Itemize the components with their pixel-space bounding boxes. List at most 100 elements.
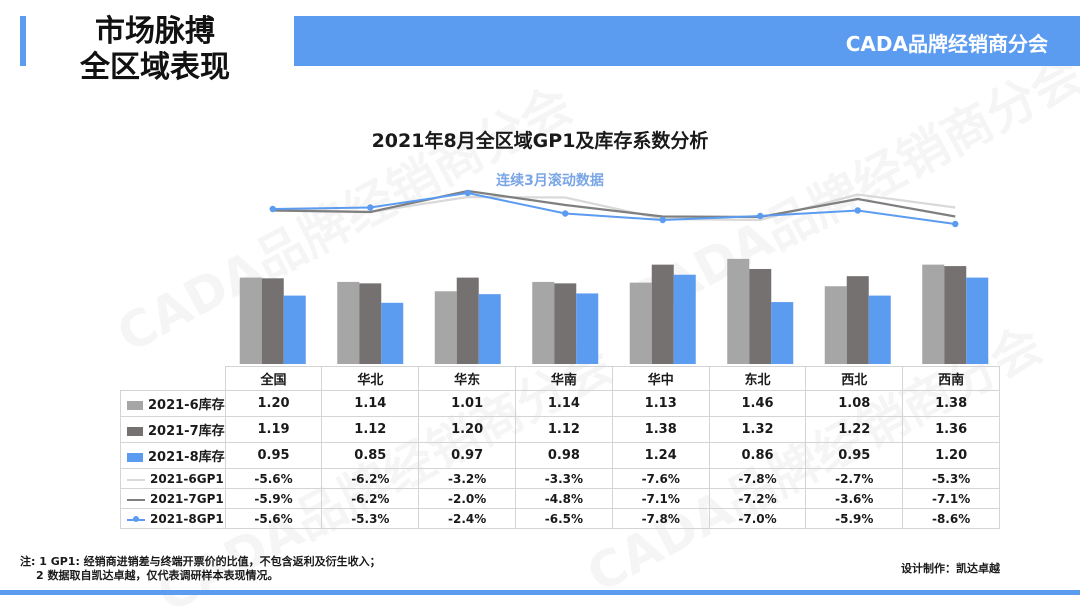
page-title-line1: 市场脉搏 [95,14,215,49]
data-label: -7.6% [611,468,710,489]
page-title: 市场脉搏 全区域表现 [40,14,270,86]
legend-line-key [127,475,145,484]
data-label: 0.86 [708,442,807,469]
data-label: 1.22 [805,416,904,443]
bottom-accent-bar [0,590,1080,595]
bar-aug-inventory [868,295,891,364]
bar-jul-inventory [846,276,869,364]
bar-aug-inventory [283,295,306,364]
data-label: -5.3% [321,508,420,529]
bar-jul-inventory [359,283,382,364]
data-label: -7.0% [708,508,807,529]
data-label: -6.2% [321,468,420,489]
point-aug-gp1 [952,220,959,228]
point-aug-gp1 [367,204,374,211]
footnote-line1: 注: 1 GP1: 经销商进销差与终端开票价的比值，不包含返利及衍生收入； [20,555,381,568]
point-aug-gp1 [562,210,569,217]
data-label: -7.8% [708,468,807,489]
org-name: CADA品牌经销商分会 [845,32,1048,56]
bar-aug-inventory [771,302,794,364]
series-legend-jul-gp1: 2021-7GP1 [120,488,226,509]
bar-aug-inventory [576,293,599,364]
bar-jun-inventory [727,258,750,364]
data-label: 1.32 [708,416,807,443]
data-label: 1.19 [224,416,323,443]
series-legend-aug-gp1: 2021-8GP1 [120,508,226,529]
category-label: 华北 [321,366,420,391]
chart-subtitle: 连续3月滚动数据 [496,173,604,189]
data-label: -5.6% [224,468,323,489]
category-label: 东北 [708,366,807,391]
data-label: 0.85 [321,442,420,469]
bar-jul-inventory [261,278,284,364]
data-label: -7.1% [902,488,1000,509]
data-label: -2.0% [418,488,517,509]
data-label: -7.2% [708,488,807,509]
category-label: 华中 [611,366,710,391]
series-legend-jun-gp1: 2021-6GP1 [120,468,226,489]
data-label: -5.6% [224,508,323,529]
data-label: -7.8% [611,508,710,529]
data-label: -4.8% [515,488,613,509]
chart-data-table: 全国 华北 华东 华南 华中 东北 西北 西南 2021-6库存 1.20 1.14 1.01 1.14… [120,366,1000,529]
data-label: 1.01 [418,390,517,417]
data-label: -3.2% [418,468,517,489]
point-aug-gp1 [659,216,666,224]
data-label: -7.1% [611,488,710,509]
series-legend-aug-inventory: 2021-8库存 [120,442,226,469]
legend-label: 2021-8GP1 [150,511,224,526]
legend-label: 2021-8库存 [148,450,225,465]
data-label: -3.3% [515,468,613,489]
data-label: -5.9% [224,488,323,509]
table-row-jun-inventory: 2021-6库存 1.20 1.14 1.01 1.14 1.13 1.46 1.08 1.38 [120,390,1000,417]
bar-jun-inventory [922,264,945,364]
data-label: 1.24 [611,442,710,469]
table-row-jul-inventory: 2021-7库存 1.19 1.12 1.20 1.12 1.38 1.32 1.22 1.36 [120,416,1000,443]
data-label: -6.5% [515,508,613,529]
bar-jul-inventory [651,264,674,364]
bar-jul-inventory [944,266,967,364]
table-row-jun-gp1: 2021-6GP1 -5.6% -6.2% -3.2% -3.3% -7.6% -7.8% -… [120,468,1000,489]
legend-line-key [127,495,145,504]
bar-jun-inventory [532,281,555,364]
category-label: 全国 [224,366,323,391]
data-label: -2.4% [418,508,517,529]
series-legend-jul-inventory: 2021-7库存 [120,416,226,443]
bar-jul-inventory [456,277,479,364]
footnote-line2: 2 数据取自凯达卓越，仅代表调研样本表现情况。 [36,569,279,582]
page-title-line2: 全区域表现 [80,50,230,85]
table-row-aug-inventory: 2021-8库存 0.95 0.85 0.97 0.98 1.24 0.86 0.95 1.20 [120,442,1000,469]
data-label: 1.12 [321,416,420,443]
data-label: 1.36 [902,416,1000,443]
bar-aug-inventory [381,302,404,364]
legend-swatch [127,401,143,410]
legend-swatch [127,427,143,436]
point-aug-gp1 [854,207,861,214]
data-label: 1.12 [515,416,613,443]
bar-jun-inventory [824,286,847,364]
legend-label: 2021-6库存 [148,398,225,413]
bar-jul-inventory [749,268,772,364]
category-label: 华南 [515,366,613,391]
header-accent-bar [20,16,26,66]
bar-jun-inventory [629,282,652,364]
data-label: -5.3% [902,468,1000,489]
legend-label: 2021-7GP1 [150,491,224,506]
header-band: CADA品牌经销商分会 [294,16,1080,66]
table-row-aug-gp1: 2021-8GP1 -5.6% -5.3% -2.4% -6.5% -7.8% -7.0% -… [120,508,1000,529]
category-label: 华东 [418,366,517,391]
data-label: 1.46 [708,390,807,417]
bar-jun-inventory [239,277,262,364]
data-label: 1.14 [515,390,613,417]
data-label: 1.20 [224,390,323,417]
data-label: 1.13 [611,390,710,417]
bar-jun-inventory [434,291,457,364]
data-label: -5.9% [805,508,904,529]
line-aug-gp1 [272,191,956,225]
legend-line-key [127,515,145,524]
line-jul-gp1 [272,189,956,219]
data-label: 0.95 [224,442,323,469]
data-label: 1.38 [902,390,1000,417]
bar-jul-inventory [554,283,577,364]
